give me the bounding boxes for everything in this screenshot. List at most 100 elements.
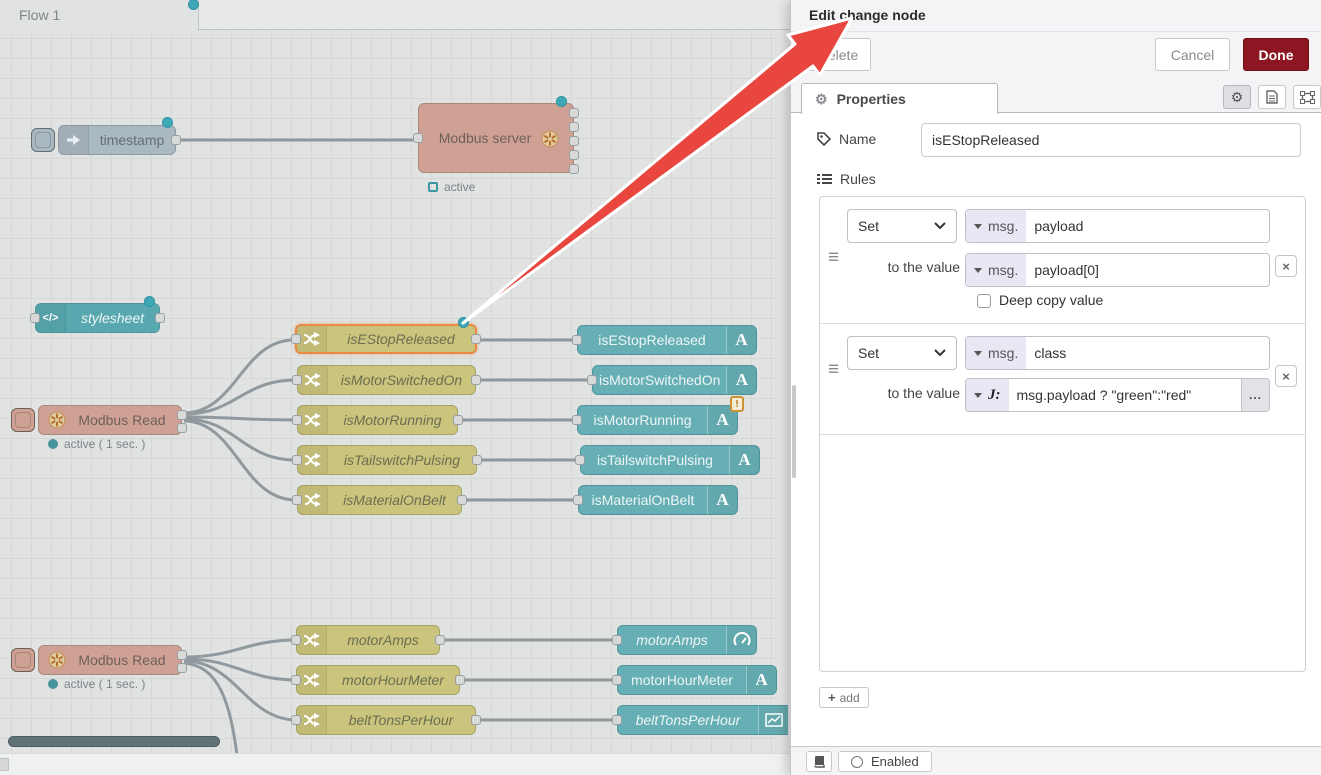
output-port[interactable] [471,334,481,344]
input-port[interactable] [612,635,622,645]
node-inject-timestamp[interactable]: timestamp [31,117,181,155]
output-port[interactable] [177,663,187,673]
input-port[interactable] [572,415,582,425]
expand-expression-button[interactable]: ... [1241,379,1269,411]
cancel-button[interactable]: Cancel [1155,38,1230,71]
input-port[interactable] [612,675,622,685]
input-port[interactable] [575,455,585,465]
tab-properties[interactable]: ⚙ Properties [801,83,998,114]
node-modbus-read-1[interactable]: Modbus Read [11,405,187,435]
input-port[interactable] [291,675,301,685]
wire[interactable] [183,419,297,502]
node-uitext-ismaterialonbelt[interactable]: isMaterialOnBelt A [573,485,738,515]
output-port[interactable] [471,375,481,385]
remove-rule-button[interactable]: × [1275,365,1297,387]
node-uichart-belttonsperhour[interactable]: beltTonsPerHour [612,705,788,735]
delete-button[interactable]: Delete [805,38,871,71]
output-port[interactable] [569,122,579,132]
node-change-istailswitchpulsing[interactable]: isTailswitchPulsing [292,445,482,475]
wire[interactable] [183,638,298,659]
output-port[interactable] [569,150,579,160]
wire[interactable] [183,378,297,416]
rule-value-field[interactable]: msg. payload[0] [965,253,1270,287]
workspace-footer-button-fragment[interactable] [0,758,9,771]
inject-button[interactable] [11,408,35,432]
output-port[interactable] [569,164,579,174]
rule-property-field[interactable]: msg. payload [965,209,1270,243]
wire[interactable] [183,657,298,682]
inject-button[interactable] [11,648,35,672]
tray-scrollbar-thumb[interactable] [792,385,796,478]
output-port[interactable] [569,108,579,118]
add-rule-button[interactable]: + add [819,687,869,708]
output-port[interactable] [177,650,187,660]
node-uitext-isestopreleased[interactable]: isEStopReleased A [572,325,757,355]
docs-button[interactable] [806,751,832,772]
rule-action-select[interactable]: Set [847,209,957,243]
input-port[interactable] [291,334,301,344]
output-port[interactable] [155,313,165,323]
input-port[interactable] [292,455,302,465]
output-port[interactable] [171,135,181,145]
typed-input-prefix[interactable]: msg. [966,337,1027,369]
wire[interactable] [183,415,297,422]
appearance-icon-button[interactable] [1293,85,1321,109]
inject-button[interactable] [31,128,55,152]
input-port[interactable] [612,715,622,725]
input-port[interactable] [572,335,582,345]
node-uigauge-motoramps[interactable]: motorAmps [612,625,757,655]
output-port[interactable] [471,715,481,725]
output-port[interactable] [457,495,467,505]
name-input[interactable] [921,123,1301,157]
input-port[interactable] [292,375,302,385]
output-port[interactable] [177,423,187,433]
enabled-toggle-button[interactable]: Enabled [838,751,932,772]
rule-drag-handle[interactable]: ≡ [828,359,840,380]
tab-flow1[interactable]: Flow 1 [0,0,199,31]
node-change-ismotorrunning[interactable]: isMotorRunning [292,405,463,435]
output-port[interactable] [472,455,482,465]
wire[interactable] [183,659,298,722]
input-port[interactable] [291,635,301,645]
rule-action-select[interactable]: Set [847,336,957,370]
input-port[interactable] [573,495,583,505]
node-change-ismaterialonbelt[interactable]: isMaterialOnBelt [292,485,467,515]
deep-copy-checkbox[interactable] [977,294,991,308]
node-uitext-ismotorrunning[interactable]: isMotorRunning A ! [572,396,744,435]
output-port[interactable] [453,415,463,425]
typed-input-prefix[interactable]: msg. [966,254,1027,286]
remove-rule-button[interactable]: × [1275,255,1297,277]
done-button[interactable]: Done [1243,38,1309,71]
output-port[interactable] [177,410,187,420]
flow-canvas[interactable]: Flow 1 [0,0,790,775]
rule-value-expression-field[interactable]: J: msg.payload ? "green":"red" ... [965,378,1270,412]
output-port[interactable] [455,675,465,685]
node-modbus-read-2[interactable]: Modbus Read [11,645,187,675]
node-change-isestopreleased[interactable]: isEStopReleased [291,317,481,354]
typed-input-prefix[interactable]: J: [966,379,1009,411]
node-uitext-istailswitchpulsing[interactable]: isTailswitchPulsing A [575,445,760,475]
node-change-ismotorswitchedon[interactable]: isMotorSwitchedOn [292,365,481,395]
node-uitext-motorhourmeter[interactable]: motorHourMeter A [612,665,777,695]
rule-drag-handle[interactable]: ≡ [828,247,840,268]
input-port[interactable] [292,415,302,425]
node-uitext-ismotorswitchedon[interactable]: isMotorSwitchedOn A [587,365,757,395]
input-port[interactable] [587,375,597,385]
input-port[interactable] [292,495,302,505]
output-port[interactable] [435,635,445,645]
output-port[interactable] [569,136,579,146]
horizontal-scrollbar[interactable] [8,736,220,747]
input-port[interactable] [413,133,423,143]
node-change-belttonsperhour[interactable]: beltTonsPerHour [291,705,481,735]
wire[interactable] [183,417,297,462]
input-port[interactable] [30,313,40,323]
node-modbus-server[interactable]: Modbus server [413,96,579,174]
node-change-motoramps[interactable]: motorAmps [291,625,445,655]
typed-input-prefix[interactable]: msg. [966,210,1027,242]
node-template-stylesheet[interactable]: </> stylesheet [30,296,165,333]
wire[interactable] [183,661,241,775]
node-change-motorhourmeter[interactable]: motorHourMeter [291,665,465,695]
properties-icon-button[interactable]: ⚙ [1223,85,1251,109]
rule-property-field[interactable]: msg. class [965,336,1270,370]
description-icon-button[interactable] [1258,85,1286,109]
